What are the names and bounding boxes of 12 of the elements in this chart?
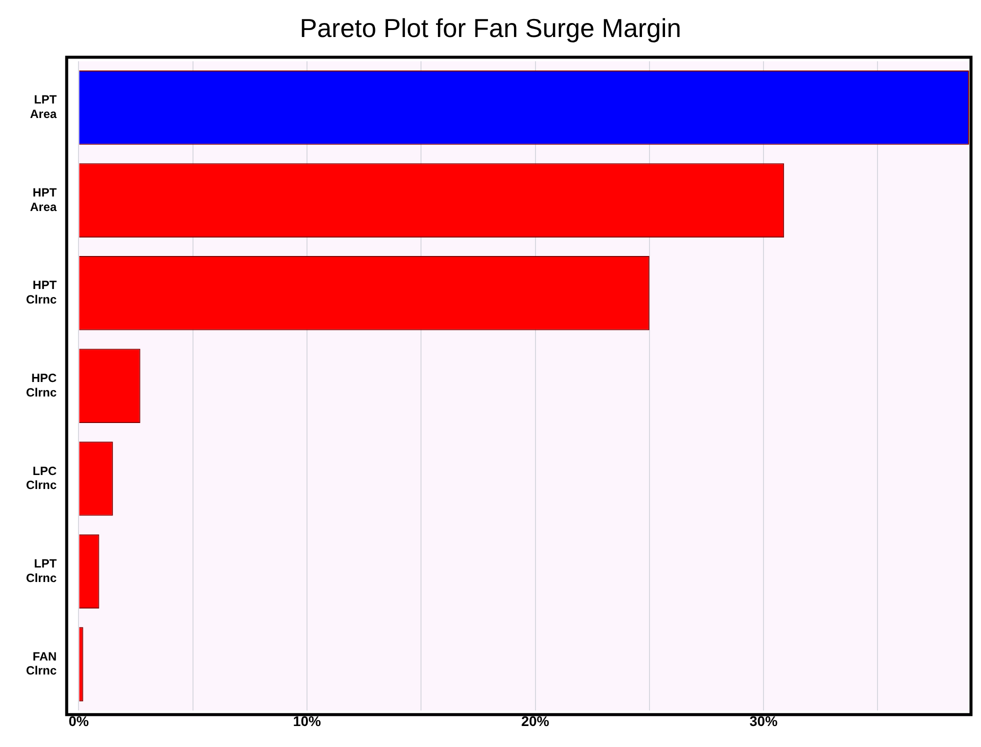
- y-tick-label: LPC Clrnc: [26, 464, 58, 492]
- y-tick-label: FAN Clrnc: [26, 649, 57, 678]
- y-tick-label: LPT Area: [30, 92, 58, 122]
- y-tick-label: LPT Clrnc: [26, 556, 58, 585]
- x-tick-label: 20%: [521, 712, 550, 729]
- y-tick-label: HPT Clrnc: [26, 278, 58, 307]
- chart-title: Pareto Plot for Fan Surge Margin: [300, 12, 682, 43]
- x-tick-label: 30%: [750, 712, 778, 729]
- y-tick-label: HPC Clrnc: [26, 371, 57, 400]
- x-tick-label: 10%: [292, 712, 322, 729]
- x-tick-label: 0%: [68, 712, 90, 729]
- y-tick-label: HPT Area: [30, 185, 58, 214]
